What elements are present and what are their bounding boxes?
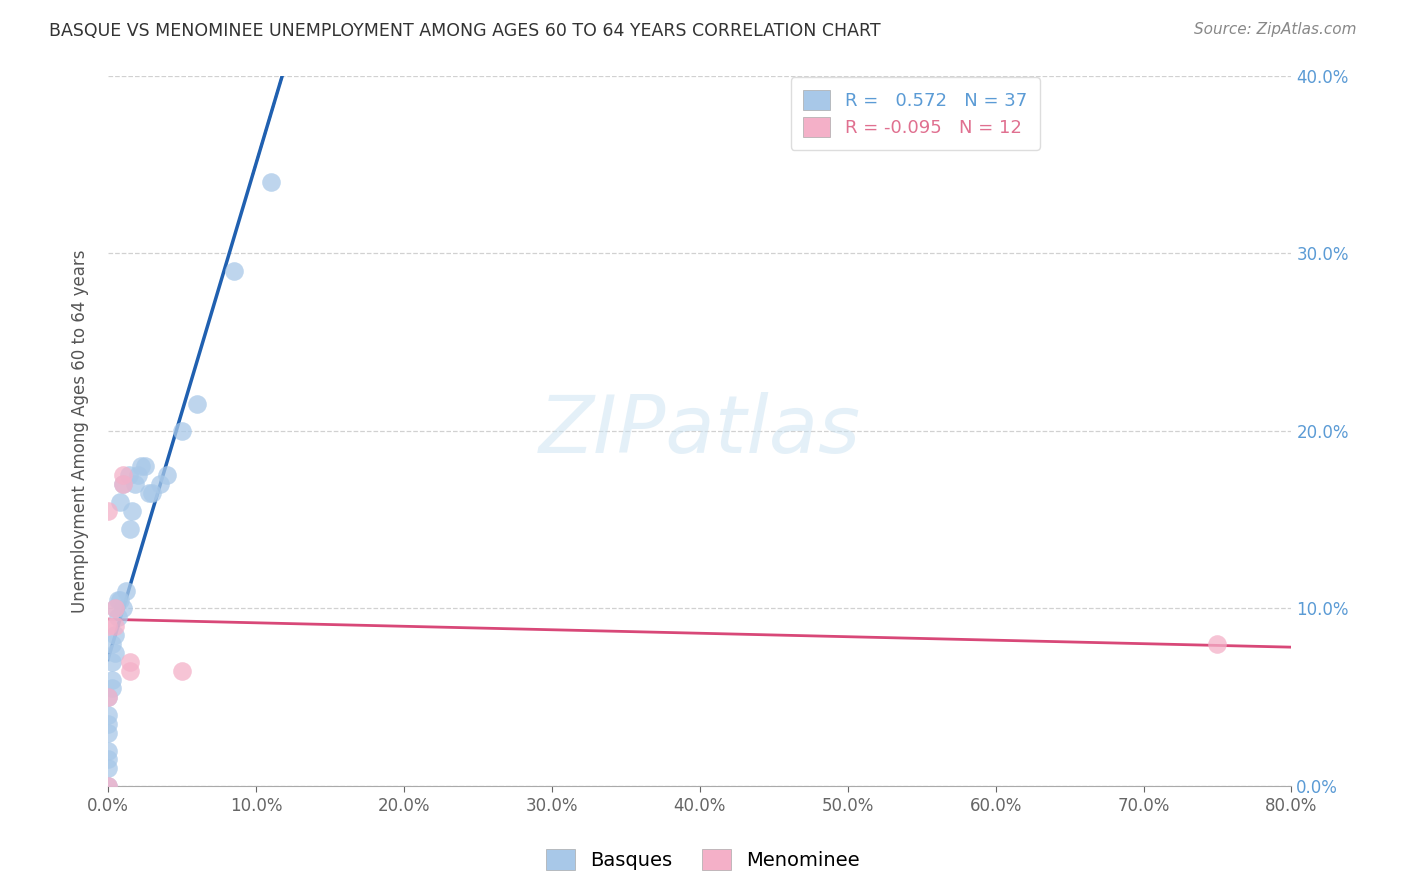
Point — [101, 673, 124, 687]
Point — [107, 610, 129, 624]
Point — [141, 486, 163, 500]
Text: BASQUE VS MENOMINEE UNEMPLOYMENT AMONG AGES 60 TO 64 YEARS CORRELATION CHART: BASQUE VS MENOMINEE UNEMPLOYMENT AMONG A… — [49, 22, 880, 40]
Point — [114, 583, 136, 598]
Text: ZIPatlas: ZIPatlas — [538, 392, 860, 470]
Point — [101, 655, 124, 669]
Point — [127, 468, 149, 483]
Y-axis label: Unemployment Among Ages 60 to 64 years: Unemployment Among Ages 60 to 64 years — [72, 249, 89, 613]
Point — [111, 601, 134, 615]
Point — [121, 504, 143, 518]
Point — [104, 601, 127, 615]
Point — [104, 619, 127, 633]
Point — [97, 708, 120, 723]
Point — [129, 459, 152, 474]
Point — [101, 681, 124, 696]
Point — [1206, 637, 1229, 651]
Point — [170, 664, 193, 678]
Legend: R =   0.572   N = 37, R = -0.095   N = 12: R = 0.572 N = 37, R = -0.095 N = 12 — [790, 78, 1040, 150]
Point — [101, 637, 124, 651]
Point — [97, 743, 120, 757]
Point — [111, 477, 134, 491]
Point — [104, 601, 127, 615]
Point — [111, 468, 134, 483]
Point — [111, 477, 134, 491]
Point — [107, 592, 129, 607]
Point — [97, 690, 120, 705]
Point — [104, 646, 127, 660]
Point — [97, 761, 120, 775]
Point — [134, 459, 156, 474]
Point — [149, 477, 172, 491]
Point — [260, 175, 283, 189]
Point — [104, 628, 127, 642]
Point — [97, 779, 120, 793]
Point — [97, 779, 120, 793]
Point — [97, 752, 120, 766]
Legend: Basques, Menominee: Basques, Menominee — [538, 841, 868, 878]
Text: Source: ZipAtlas.com: Source: ZipAtlas.com — [1194, 22, 1357, 37]
Point — [120, 522, 142, 536]
Point — [97, 619, 120, 633]
Point — [156, 468, 179, 483]
Point — [138, 486, 160, 500]
Point — [118, 468, 141, 483]
Point — [186, 397, 208, 411]
Point — [97, 504, 120, 518]
Point — [97, 690, 120, 705]
Point — [170, 424, 193, 438]
Point — [97, 726, 120, 740]
Point — [124, 477, 146, 491]
Point — [222, 264, 245, 278]
Point — [108, 592, 131, 607]
Point — [108, 495, 131, 509]
Point — [97, 717, 120, 731]
Point — [120, 655, 142, 669]
Point — [120, 664, 142, 678]
